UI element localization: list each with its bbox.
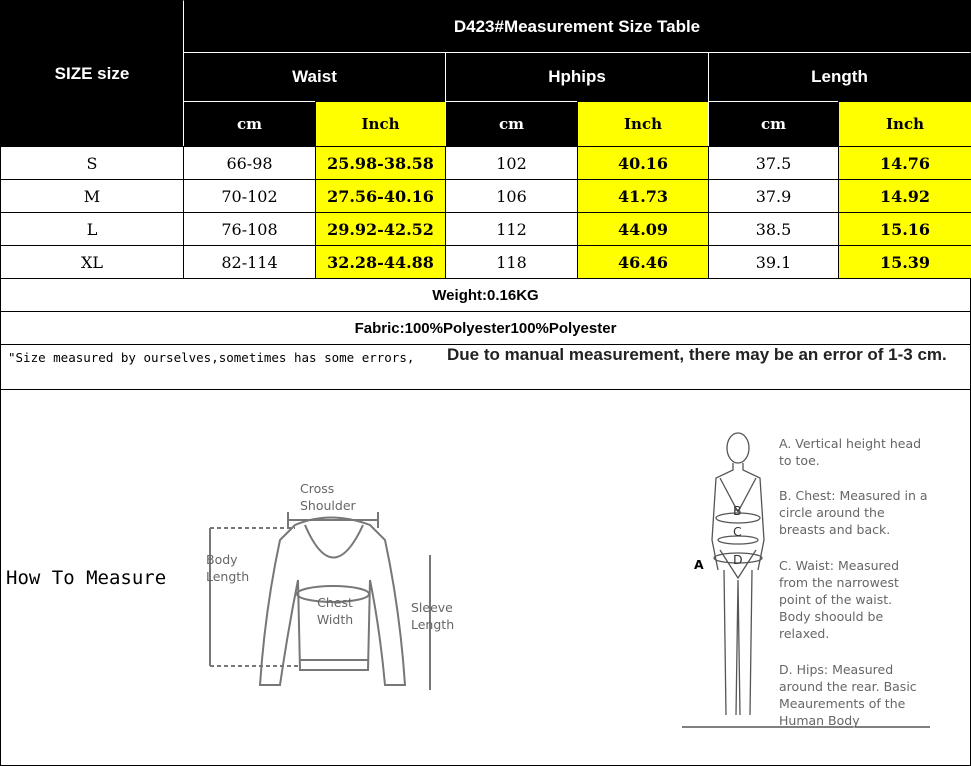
note-b: B. Chest: Measured in a circle around th… [779,488,928,537]
table-cell: 66-98 [183,146,316,180]
cross-shoulder-label: Cross Shoulder [300,481,356,513]
label-b: B [733,503,742,518]
size-cell: S [0,146,184,180]
label-c: C [733,524,742,539]
group-waist: Waist [183,52,446,102]
table-cell: 37.9 [708,179,839,213]
note-d: D. Hips: Measured around the rear. Basic… [779,662,917,728]
note-left: "Size measured by ourselves,sometimes ha… [8,350,415,365]
note-a: A. Vertical height head to toe. [779,436,922,468]
size-header: SIZE size [0,0,184,147]
how-to-measure-label: How To Measure [6,567,167,589]
group-length: Length [708,52,971,102]
table-cell: 40.16 [577,146,709,180]
table-cell: 29.92-42.52 [315,212,446,246]
sweater-diagram-icon [209,512,431,690]
label-a: A [694,557,704,572]
label-d: D [733,552,743,567]
table-cell: 38.5 [708,212,839,246]
unit-header: Inch [577,101,709,147]
unit-header: Inch [838,101,971,147]
size-cell: L [0,212,184,246]
fabric-row: Fabric:100%Polyester100%Polyester [0,311,971,345]
chest-width-label: Chest Width [316,595,354,627]
table-cell: 102 [445,146,578,180]
table-cell: 82-114 [183,245,316,279]
weight-row: Weight:0.16KG [0,278,971,312]
unit-header: cm [445,101,578,147]
table-cell: 14.92 [838,179,971,213]
size-cell: XL [0,245,184,279]
sleeve-length-label: Sleeve Length [411,600,455,632]
unit-header: cm [708,101,839,147]
table-cell: 27.56-40.16 [315,179,446,213]
table-cell: 39.1 [708,245,839,279]
body-figure-icon [690,432,770,728]
table-cell: 76-108 [183,212,316,246]
table-cell: 70-102 [183,179,316,213]
body-length-label: Body Length [206,552,250,584]
note-right: Due to manual measurement, there may be … [447,345,967,364]
table-cell: 46.46 [577,245,709,279]
table-cell: 14.76 [838,146,971,180]
size-cell: M [0,179,184,213]
group-hips: Hphips [445,52,709,102]
table-cell: 44.09 [577,212,709,246]
table-cell: 25.98-38.58 [315,146,446,180]
table-cell: 118 [445,245,578,279]
table-cell: 112 [445,212,578,246]
table-cell: 106 [445,179,578,213]
note-c: C. Waist: Measured from the narrowest po… [779,558,900,641]
table-cell: 15.39 [838,245,971,279]
unit-header: Inch [315,101,446,147]
table-cell: 15.16 [838,212,971,246]
table-cell: 37.5 [708,146,839,180]
table-cell: 41.73 [577,179,709,213]
table-title: D423#Measurement Size Table [183,0,971,53]
unit-header: cm [183,101,316,147]
table-cell: 32.28-44.88 [315,245,446,279]
